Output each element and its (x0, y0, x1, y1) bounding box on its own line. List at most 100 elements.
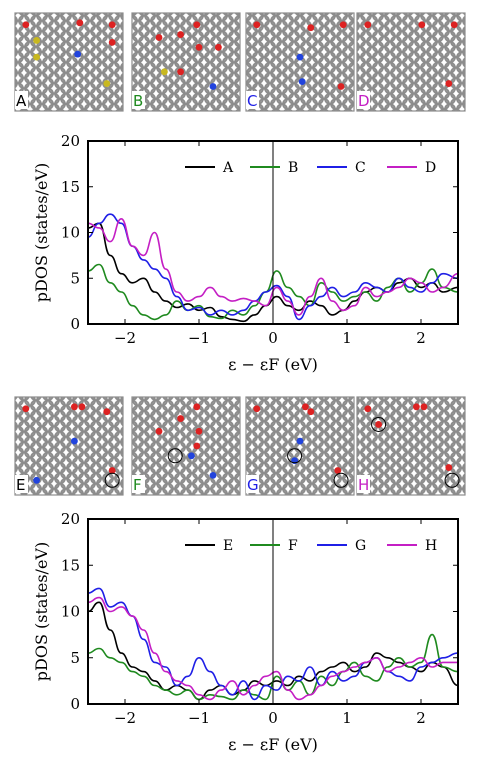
oxygen-atom (193, 403, 201, 411)
x-axis-label: ε − εF (eV) (228, 735, 318, 754)
y-tick-label: 10 (61, 224, 80, 242)
nitrogen-atom (209, 83, 217, 90)
oxygen-atom (339, 21, 347, 29)
x-tick-label: 1 (342, 709, 352, 727)
legend-label-D: D (425, 160, 436, 176)
oxygen-atom (375, 421, 382, 428)
oxygen-atom (445, 464, 453, 471)
oxygen-atom (155, 427, 163, 435)
structure-E: E (14, 396, 124, 496)
oxygen-atom (195, 427, 203, 435)
y-axis-label: pDOS (states/eV) (32, 163, 51, 302)
highlight-circle (287, 448, 303, 464)
oxygen-atom (76, 19, 84, 27)
oxygen-atom (307, 24, 315, 32)
oxygen-atom (193, 442, 201, 450)
series-line-H (88, 596, 458, 701)
structure-G: G (245, 396, 355, 496)
graphene-lattice (14, 12, 124, 112)
y-tick-label: 15 (61, 556, 80, 574)
highlight-circle (104, 472, 120, 488)
oxygen-atom (108, 39, 116, 46)
structure-label: B (133, 92, 143, 110)
oxygen-atom (177, 31, 185, 38)
dopant-atom (33, 37, 40, 44)
series-line-A (88, 222, 458, 323)
oxygen-atom (71, 403, 78, 411)
dopant-atom (103, 80, 111, 87)
graphene-lattice (131, 396, 241, 496)
nitrogen-atom (74, 50, 82, 58)
nitrogen-atom (209, 472, 217, 479)
legend-label-F: F (288, 538, 298, 554)
x-tick-label: 0 (268, 709, 278, 727)
y-axis-label: pDOS (states/eV) (32, 542, 51, 681)
x-tick-label: 2 (416, 329, 426, 347)
graphene-lattice (245, 396, 355, 496)
oxygen-atom (108, 467, 116, 474)
label-background (357, 475, 370, 493)
nitrogen-atom (296, 53, 304, 61)
label-background (132, 475, 145, 493)
label-background (246, 475, 259, 493)
x-axis-label: ε − εF (eV) (228, 355, 318, 374)
label-background (357, 91, 370, 109)
label-background (15, 91, 28, 109)
structure-H: H (356, 396, 466, 496)
legend-label-E: E (223, 538, 233, 554)
graphene-lattice (356, 396, 466, 496)
dopant-atom (161, 68, 168, 76)
x-tick-label: −2 (114, 329, 136, 347)
oxygen-atom (215, 43, 222, 51)
nitrogen-atom (71, 437, 78, 445)
structure-label: D (358, 92, 370, 110)
oxygen-atom (445, 80, 453, 87)
oxygen-atom (193, 21, 201, 29)
oxygen-atom (307, 408, 315, 416)
y-tick-label: 0 (70, 315, 80, 333)
nitrogen-atom (33, 476, 40, 484)
oxygen-atom (103, 408, 111, 416)
nitrogen-atom (188, 452, 195, 460)
y-tick-label: 5 (70, 649, 80, 667)
structure-F: F (131, 396, 241, 496)
structures-top-row: A B C D (14, 12, 466, 112)
oxygen-atom (177, 68, 185, 76)
label-background (246, 91, 259, 109)
y-tick-label: 10 (61, 603, 80, 621)
structure-A: A (14, 12, 124, 112)
y-tick-label: 0 (70, 695, 80, 713)
structure-C: C (245, 12, 355, 112)
y-tick-label: 20 (61, 510, 80, 528)
series-line-E (88, 601, 458, 701)
graphene-lattice (245, 12, 355, 112)
oxygen-atom (22, 21, 30, 29)
series-line-D (88, 217, 458, 316)
structure-label: C (247, 92, 257, 110)
oxygen-atom (364, 405, 372, 413)
oxygen-atom (22, 405, 30, 413)
legend-label-A: A (222, 160, 234, 176)
oxygen-atom (78, 403, 86, 411)
series-line-C (88, 213, 458, 321)
oxygen-atom (155, 34, 163, 41)
graphene-lattice (356, 12, 466, 112)
y-tick-label: 5 (70, 269, 80, 287)
oxygen-atom (334, 467, 342, 474)
structure-label: H (358, 476, 369, 494)
oxygen-atom (450, 21, 458, 29)
graphene-lattice (131, 12, 241, 112)
oxygen-atom (302, 403, 309, 411)
structures-bottom-row: E F G H (14, 396, 466, 496)
oxygen-atom (364, 21, 372, 29)
oxygen-atom (413, 403, 420, 411)
series-line-G (88, 587, 458, 701)
label-background (132, 91, 145, 109)
oxygen-atom (253, 21, 261, 29)
oxygen-atom (108, 21, 116, 29)
nitrogen-atom (296, 437, 304, 445)
oxygen-atom (195, 43, 203, 51)
